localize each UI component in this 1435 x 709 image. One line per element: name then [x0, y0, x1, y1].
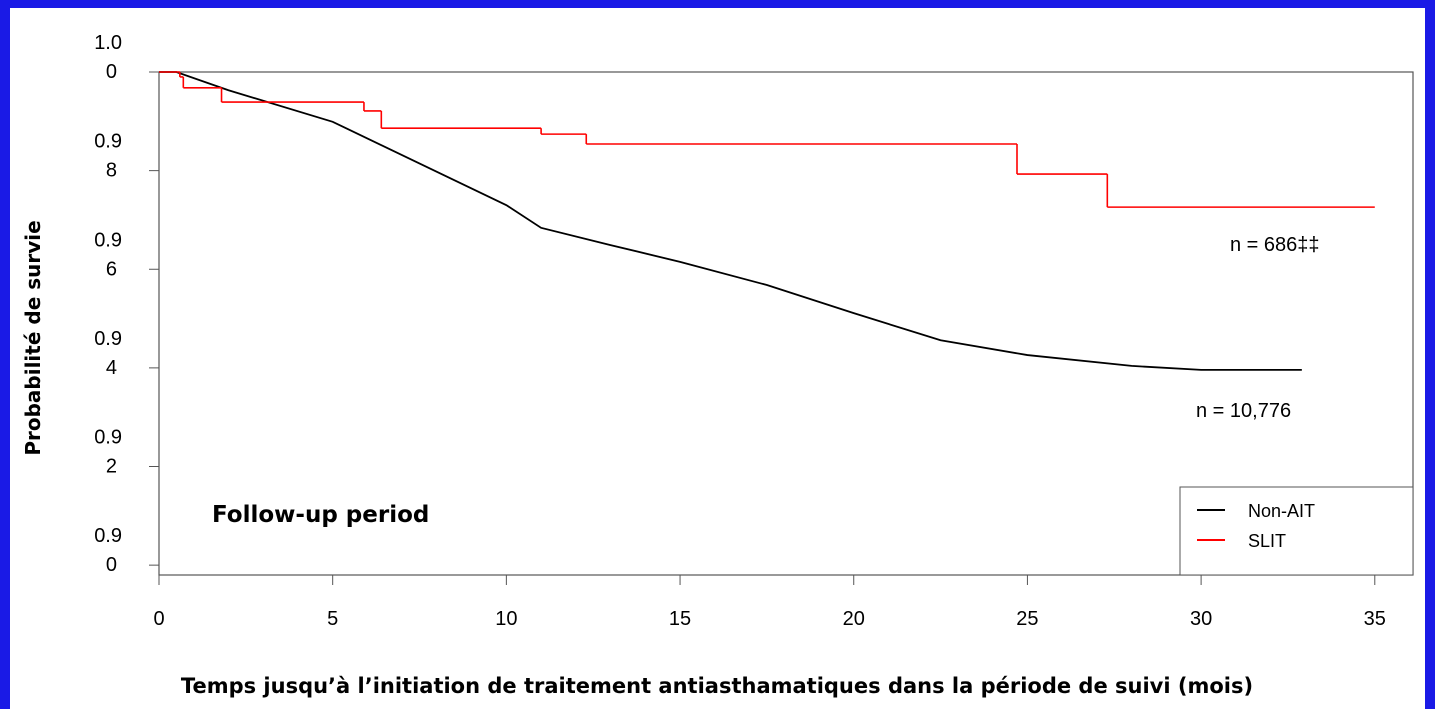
annotation: n = 10,776 — [1196, 400, 1291, 422]
legend-label: SLIT — [1248, 531, 1286, 551]
y-tick-label: 0.9 2 — [94, 427, 122, 478]
y-tick-label: 0.9 0 — [94, 525, 122, 576]
x-tick-label: 35 — [1364, 608, 1386, 630]
y-tick-label: 0.9 4 — [94, 328, 122, 379]
y-axis-title: Probabilité de survie — [21, 220, 45, 455]
x-tick-label: 15 — [669, 608, 691, 630]
x-tick-label: 10 — [495, 608, 517, 630]
legend-box — [1179, 486, 1414, 576]
annotation: n = 686‡‡ — [1230, 234, 1320, 256]
panel — [10, 8, 1425, 709]
legend-label: Non-AIT — [1248, 501, 1315, 521]
x-tick-label: 0 — [153, 608, 164, 630]
x-axis-title: Temps jusqu’à l’initiation de traitement… — [181, 674, 1253, 698]
x-tick-label: 20 — [843, 608, 865, 630]
x-tick-label: 25 — [1016, 608, 1038, 630]
x-tick-label: 5 — [327, 608, 338, 630]
y-tick-label: 0.9 6 — [94, 229, 122, 280]
x-tick-label: 30 — [1190, 608, 1212, 630]
annotation: Follow-up period — [212, 502, 429, 528]
y-tick-label: 1.0 0 — [94, 32, 122, 83]
survival-curve — [159, 71, 1302, 371]
y-tick-label: 0.9 8 — [94, 131, 122, 182]
